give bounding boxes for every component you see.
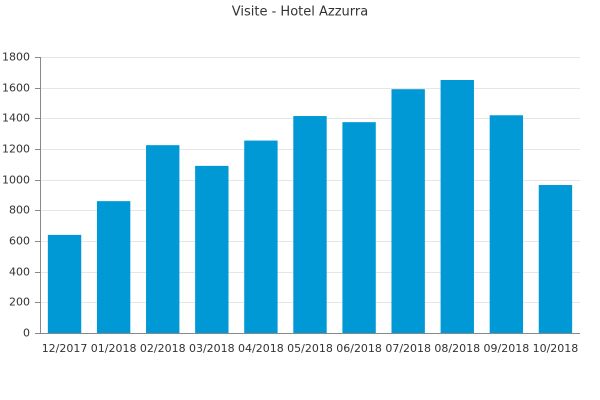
x-tick-label: 10/2018	[533, 342, 579, 355]
bar	[146, 145, 180, 333]
x-tick-label: 08/2018	[434, 342, 480, 355]
y-tick-label: 1400	[2, 112, 30, 125]
bar	[47, 234, 82, 333]
bar	[195, 165, 229, 333]
x-tick-label: 09/2018	[484, 342, 530, 355]
y-tick-label: 200	[9, 296, 30, 309]
y-tick-label: 1600	[2, 82, 30, 95]
bar	[538, 185, 573, 333]
bars	[47, 80, 573, 334]
x-tick-label: 02/2018	[140, 342, 186, 355]
x-tick-label: 05/2018	[287, 342, 333, 355]
y-tick-label: 0	[23, 327, 30, 340]
bar	[96, 201, 131, 333]
y-tick-label: 800	[9, 204, 30, 217]
bar	[440, 80, 474, 333]
x-tick-label: 01/2018	[91, 342, 137, 355]
x-tick-label: 12/2017	[42, 342, 88, 355]
x-tick-label: 07/2018	[385, 342, 431, 355]
labels: 0 200 400 600 800 1000 1200 1400 1600 1800 12/2017…	[2, 51, 578, 356]
y-tick-label: 1200	[2, 143, 30, 156]
x-tick-label: 03/2018	[189, 342, 235, 355]
x-tick-label: 06/2018	[336, 342, 382, 355]
chart-title: Visite - Hotel Azzurra	[232, 5, 368, 20]
bar	[244, 140, 278, 333]
y-tick-label: 1800	[2, 51, 30, 64]
y-tick-label: 1000	[2, 174, 30, 187]
bar	[342, 122, 376, 334]
y-tick-label: 600	[9, 235, 30, 248]
y-tick-label: 400	[9, 266, 30, 279]
bar	[489, 115, 524, 334]
bar	[293, 116, 327, 334]
x-tick-label: 04/2018	[238, 342, 284, 355]
bar	[391, 89, 425, 333]
